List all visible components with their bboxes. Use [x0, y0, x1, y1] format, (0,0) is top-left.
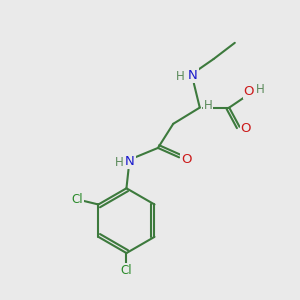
Text: Cl: Cl [71, 193, 83, 206]
Text: Cl: Cl [121, 264, 132, 277]
Text: H: H [176, 70, 185, 83]
Text: N: N [125, 155, 135, 168]
Text: H: H [114, 157, 123, 169]
Text: O: O [181, 153, 192, 166]
Text: H: H [204, 99, 212, 112]
Text: H: H [256, 83, 265, 96]
Text: O: O [241, 122, 251, 135]
Text: O: O [244, 85, 254, 98]
Text: N: N [188, 69, 198, 82]
